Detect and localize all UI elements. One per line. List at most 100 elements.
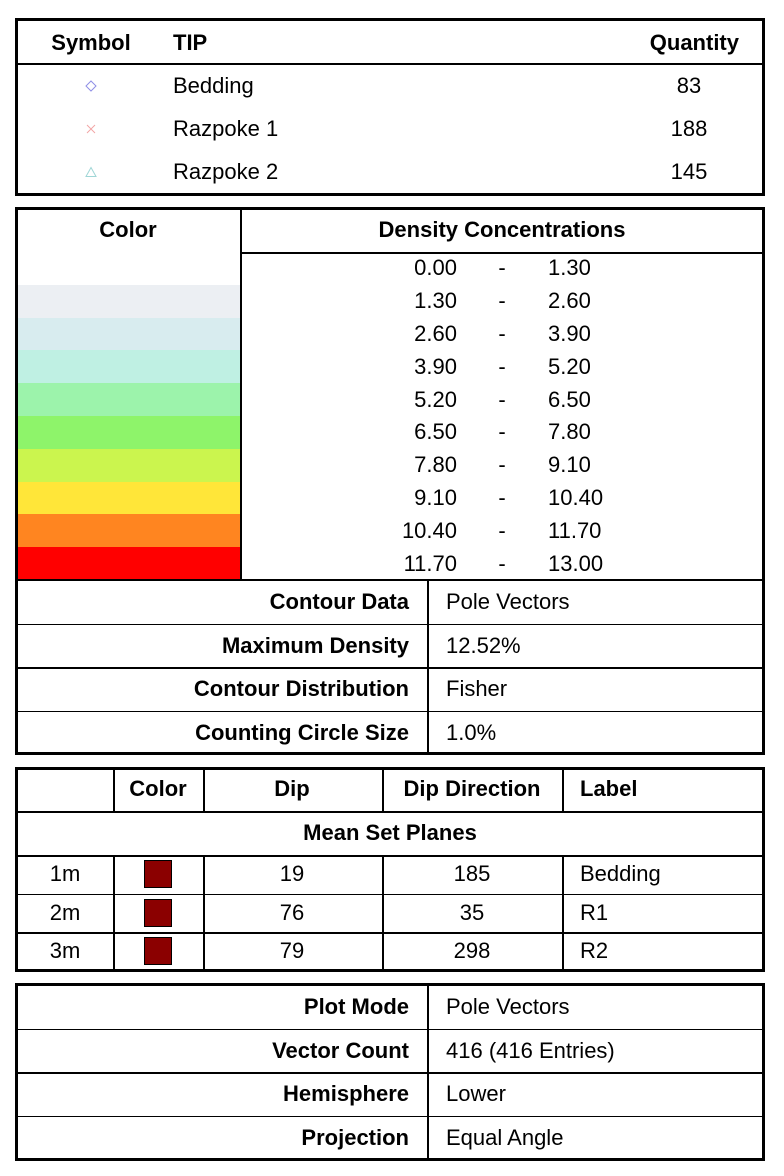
table-border [15,207,765,755]
color-swatch [18,350,240,384]
symbol-icon [85,166,97,177]
quantity-cell: 83 [676,73,702,98]
range-separator: - [498,386,506,412]
dip-cell: 19 [279,861,305,886]
range-from: 0.00 [414,255,457,281]
quantity-cell: 188 [670,116,708,141]
dip-direction-cell: 35 [459,899,485,925]
range-from: 11.70 [403,550,457,576]
row-line [17,1115,763,1117]
color-swatch [144,860,172,888]
column-line [382,769,384,811]
header-cell: Symbol [51,30,131,55]
tip-cell: Razpoke 1 [173,116,279,141]
set-id: 1m [49,861,81,886]
range-separator: - [498,353,506,379]
range-from: 10.40 [401,517,457,543]
symbol-icon [86,124,96,134]
range-from: 9.10 [414,485,457,510]
info-value: Pole Vectors [446,589,570,614]
header-cell: Density Concentrations [378,217,626,242]
label-cell: R2 [580,938,609,964]
column-line [113,855,115,969]
info-label: Counting Circle Size [195,719,409,745]
dip-direction-cell: 185 [453,861,491,886]
column-line [427,580,429,752]
column-line [240,209,242,580]
range-from: 7.80 [414,452,457,478]
table-border [15,18,765,196]
color-swatch [144,937,172,966]
range-to: 6.50 [548,386,591,412]
info-label: Contour Data [269,589,409,614]
range-from: 1.30 [414,288,457,314]
set-id: 3m [49,938,81,964]
quantity-cell: 145 [670,159,708,184]
color-swatch [18,416,240,449]
row-line [17,855,763,857]
info-value: 12.52% [446,632,521,658]
range-separator: - [498,321,506,346]
range-separator: - [498,452,506,478]
info-label: Plot Mode [303,994,409,1019]
color-swatch [18,383,240,416]
range-to: 7.80 [548,419,591,445]
tip-cell: Bedding [173,73,254,98]
range-separator: - [498,550,506,576]
range-to: 1.30 [548,255,591,281]
column-line [382,855,384,969]
range-to: 9.10 [548,452,591,478]
color-swatch [18,317,240,351]
header-cell: Quantity [649,30,739,55]
info-label: Vector Count [272,1037,409,1063]
info-value: 1.0% [446,719,497,745]
range-to: 5.20 [548,353,591,379]
info-value: 416 (416 Entries) [446,1037,615,1063]
set-id: 2m [49,899,81,925]
range-separator: - [498,255,506,281]
info-label: Maximum Density [221,632,409,658]
info-label: Hemisphere [283,1081,409,1106]
row-line [17,811,763,813]
range-to: 3.90 [548,321,591,346]
row-line [17,63,763,65]
color-swatch [18,284,240,318]
dip-cell: 76 [279,899,305,925]
range-from: 2.60 [414,321,457,346]
info-value: Fisher [446,676,508,701]
info-value: Pole Vectors [446,994,570,1019]
color-swatch [144,898,172,927]
table-border [15,983,765,1161]
color-swatch [18,448,240,482]
column-line [113,769,115,811]
range-to: 11.70 [548,517,602,543]
column-line [562,769,564,811]
header-cell: TIP [173,30,208,55]
header-cell: Dip [274,776,310,801]
range-to: 13.00 [548,550,604,576]
header-cell: Color [129,776,187,801]
info-value: Lower [446,1081,506,1106]
symbol-icon [85,80,97,92]
tip-cell: Razpoke 2 [173,159,279,184]
range-separator: - [498,288,506,314]
label-cell: Bedding [580,861,661,886]
header-cell: Dip Direction [403,776,541,801]
column-line [203,769,205,811]
color-swatch [18,481,240,515]
info-label: Contour Distribution [193,676,409,701]
info-value: Equal Angle [446,1124,564,1150]
row-line [17,710,763,712]
table-border [15,767,765,972]
row-line [17,893,763,896]
color-swatch [18,514,240,548]
range-separator: - [498,485,506,510]
header-cell: Color [99,217,157,242]
row-line [17,1028,763,1030]
range-separator: - [498,517,506,543]
section-title: Mean Set Planes [303,820,477,845]
color-swatch [18,252,240,285]
row-line [17,623,763,625]
dip-cell: 79 [279,938,305,964]
